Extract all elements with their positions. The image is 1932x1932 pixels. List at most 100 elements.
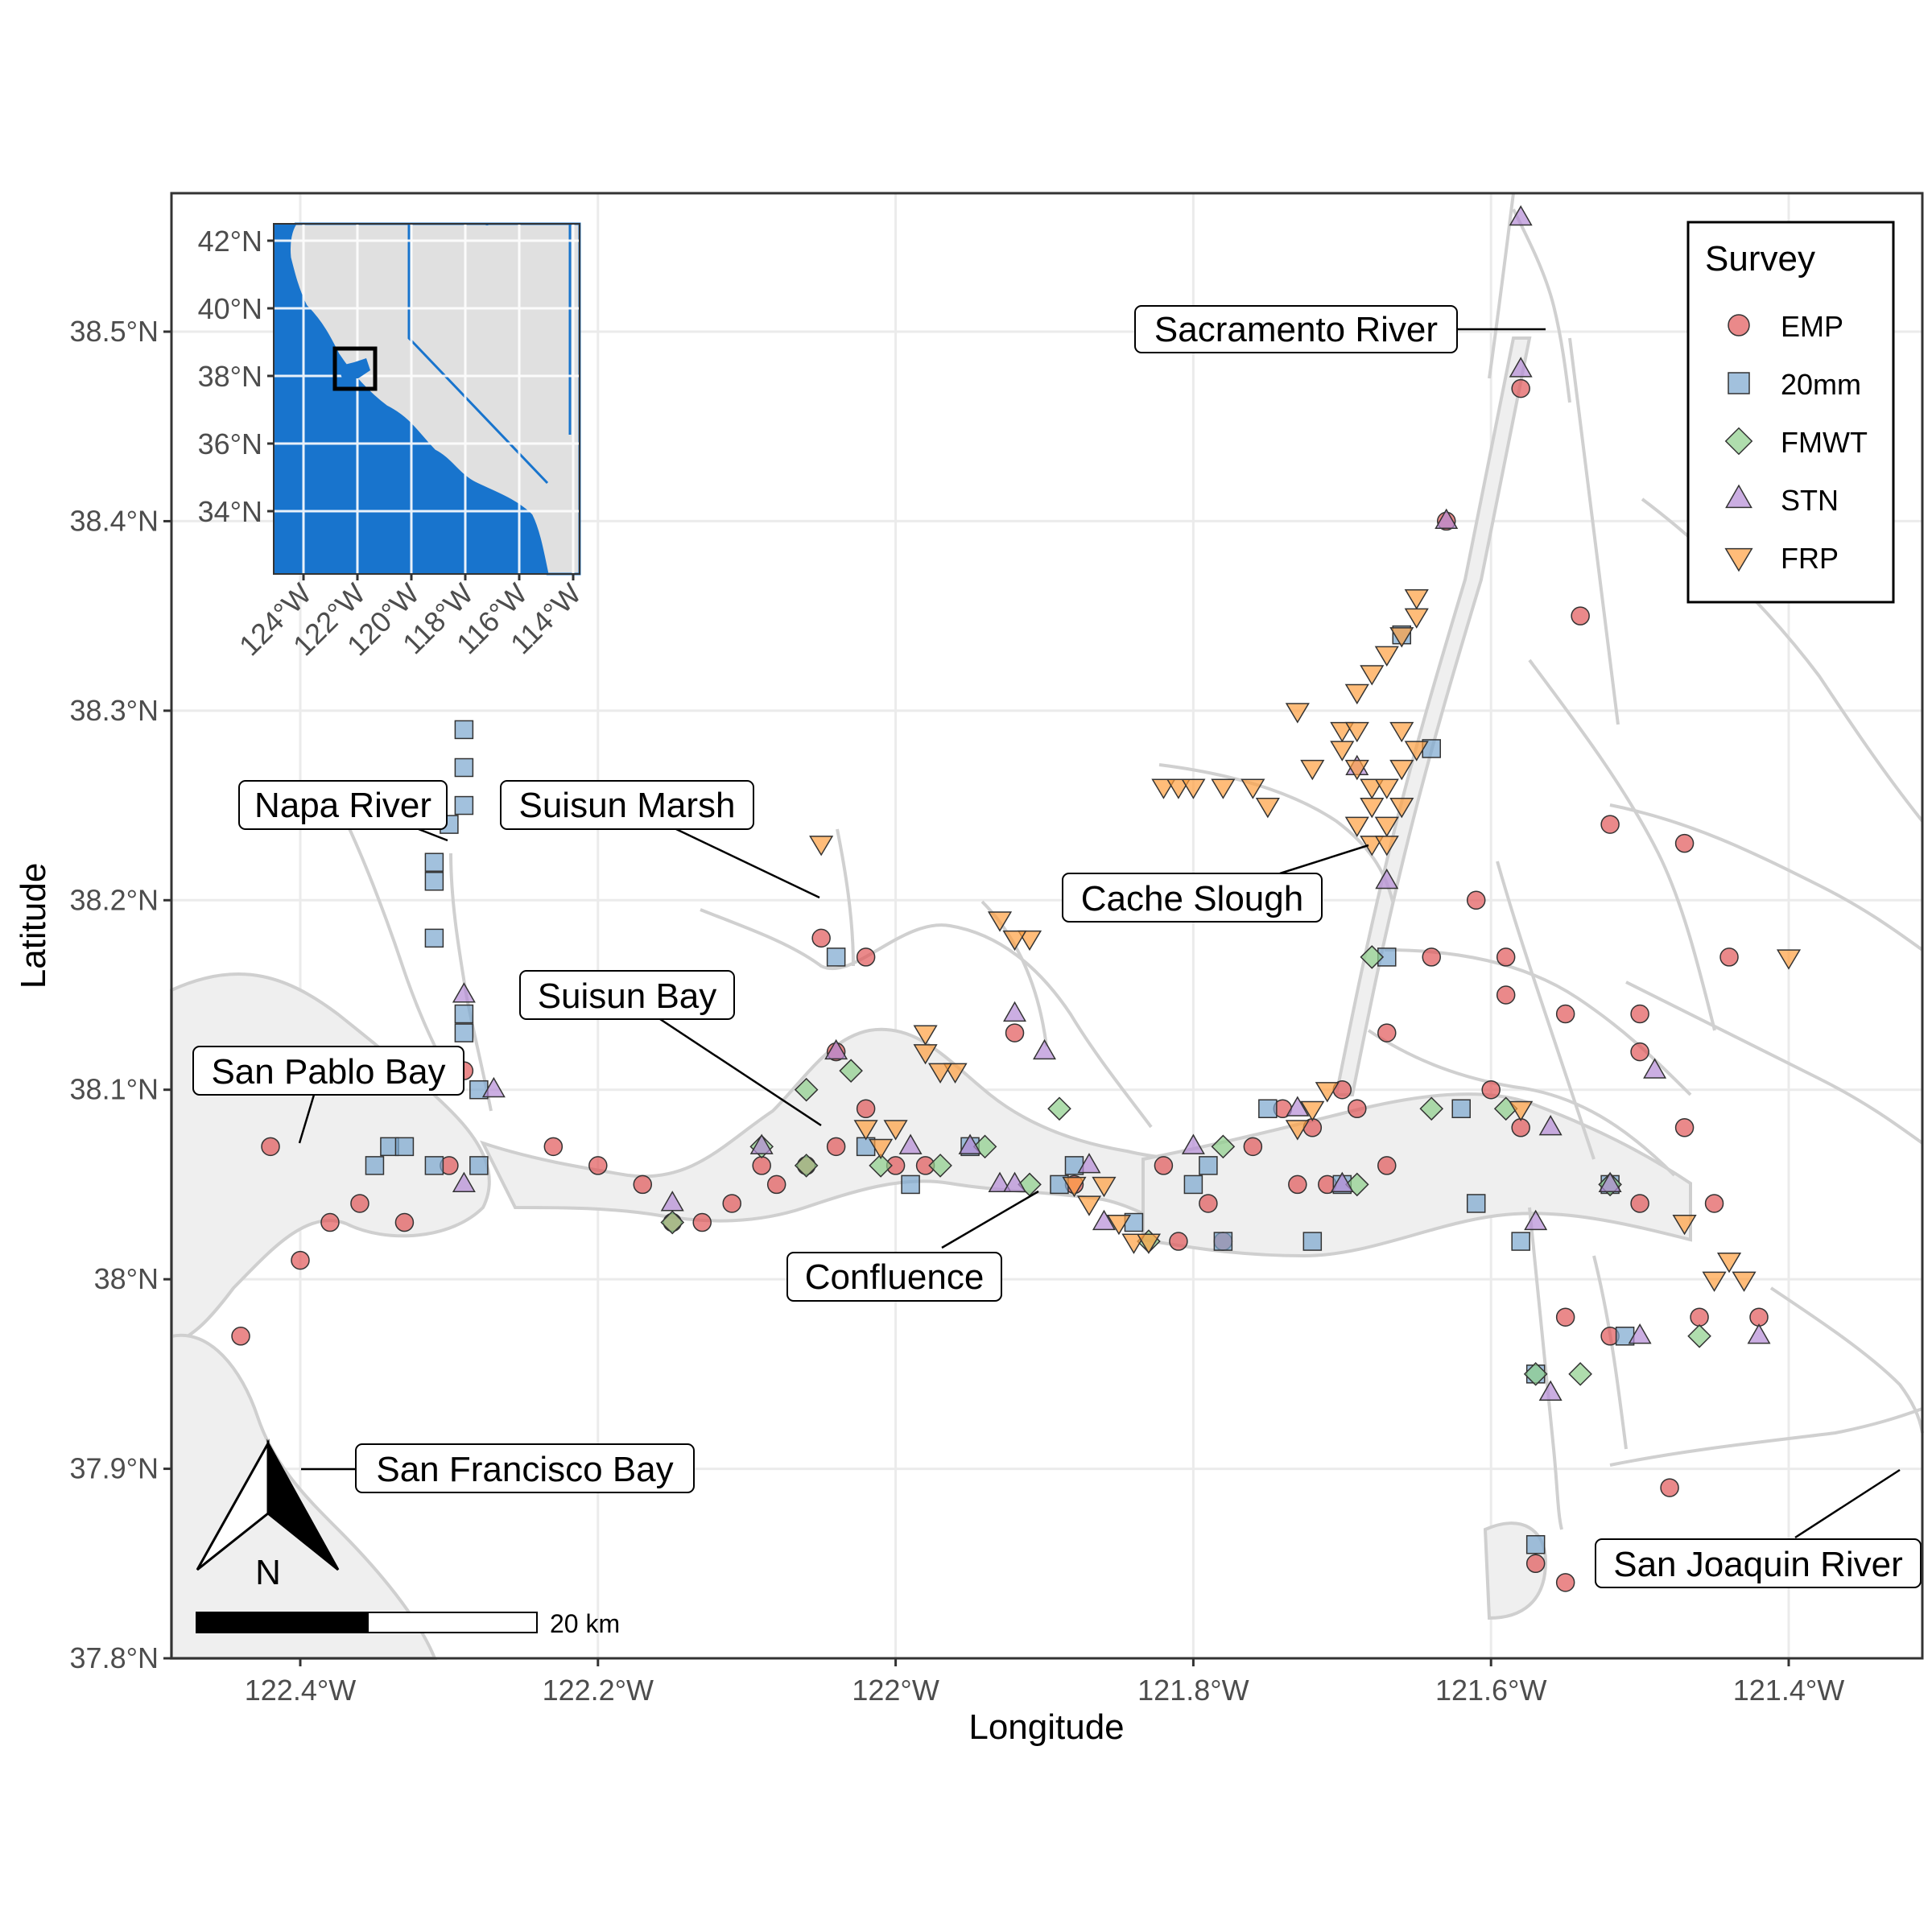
emp-point: [350, 1194, 369, 1213]
suisun-marsh-leader: [675, 828, 820, 899]
inset-y-tick-label: 38°N: [198, 360, 262, 393]
frp-point: [1076, 1195, 1102, 1216]
x-tick-label: 121.8°W: [1137, 1674, 1249, 1707]
inset-y-tick-label: 36°N: [198, 427, 262, 460]
y-tick-label: 38.5°N: [70, 315, 159, 348]
frp-point: [1211, 778, 1236, 799]
inset-y-tick-label: 34°N: [198, 495, 262, 528]
inset-map: 42°N40°N38°N36°N34°N 124°W122°W120°W118°…: [198, 222, 588, 662]
emp-point: [1496, 947, 1516, 967]
emp-point: [1555, 1573, 1575, 1592]
frp-point: [869, 1138, 894, 1160]
emp-point: [1630, 1042, 1649, 1062]
emp-point: [1511, 378, 1530, 398]
stn-point: [1747, 1323, 1771, 1344]
emp-point: [543, 1137, 564, 1157]
frp-point: [1404, 741, 1429, 762]
x-tick-label: 122.2°W: [543, 1674, 654, 1707]
frp-point: [1732, 1271, 1757, 1292]
frp-point: [1716, 1253, 1742, 1274]
emp-point: [1525, 1554, 1546, 1574]
emp-point: [1600, 815, 1620, 834]
legend-key-20mm: [1728, 372, 1750, 394]
emp-point: [1674, 1118, 1695, 1137]
y-tick-label: 38.3°N: [70, 694, 159, 727]
x-tick-label: 122°W: [852, 1674, 939, 1707]
frp-point: [1136, 1233, 1161, 1254]
suisun-bay-label: Suisun Bay: [538, 976, 717, 1016]
emp-point: [1719, 947, 1739, 967]
fmwt-point: [1047, 1096, 1071, 1121]
fmwt-point: [928, 1154, 952, 1178]
frp-point: [1106, 1214, 1132, 1236]
emp-point: [1199, 1194, 1218, 1213]
inset-y-axis: 42°N 40°N 38°N 36°N 34°N: [198, 225, 274, 528]
legend-key-stn: [1725, 484, 1752, 509]
fmwt-point: [1687, 1323, 1711, 1348]
fmwt-point: [839, 1059, 863, 1083]
suisun-bay-label-box: [519, 970, 735, 1020]
20mm-point: [1199, 1156, 1218, 1175]
20mm-point: [1183, 1174, 1203, 1195]
emp-point: [1169, 1232, 1188, 1251]
20mm-point: [1213, 1232, 1233, 1251]
place-labels: Sacramento River Napa River Suisun Marsh…: [192, 305, 1922, 1588]
frp-point: [1285, 1120, 1310, 1141]
legend-title: Survey: [1705, 239, 1815, 279]
frp-point: [1374, 836, 1399, 857]
stn-point: [1330, 1171, 1354, 1192]
cache-slough-label-box: [1062, 873, 1323, 923]
20mm-point: [424, 1156, 444, 1175]
emp-point: [1243, 1137, 1263, 1157]
emp-point: [291, 1250, 310, 1270]
legend-label-20mm: 20mm: [1781, 368, 1861, 401]
frp-point: [943, 1063, 968, 1084]
fmwt-point: [869, 1154, 893, 1178]
stn-point: [1509, 204, 1533, 226]
emp-point: [1555, 1004, 1575, 1024]
frp-point: [1166, 778, 1191, 799]
frp-point: [1360, 798, 1385, 819]
emp-point: [692, 1212, 712, 1232]
x-tick-label: 121.4°W: [1733, 1674, 1844, 1707]
frp-point: [1062, 1176, 1087, 1198]
emp-point: [1288, 1174, 1307, 1195]
y-axis: 37.8°N 37.9°N 38°N 38.1°N 38.2°N 38.3°N 38.4°N…: [70, 315, 171, 1674]
20mm-point: [469, 1156, 489, 1175]
delta-line-6: [1625, 980, 1924, 1145]
emp-point: [1348, 1099, 1367, 1119]
stn-point: [1435, 508, 1459, 529]
delta-line-1: [1384, 948, 1692, 1096]
fmwt-point: [1211, 1134, 1236, 1159]
stn-point: [1598, 1171, 1622, 1192]
frp-point: [1389, 627, 1414, 648]
frp-point: [1344, 816, 1369, 837]
legend-label-frp: FRP: [1781, 542, 1839, 575]
delta-line-11: [1512, 208, 1571, 403]
emp-point: [1555, 1307, 1575, 1327]
frp-point: [1702, 1271, 1727, 1292]
x-tick-label: 121.6°W: [1435, 1674, 1546, 1707]
frp-point: [1151, 778, 1176, 799]
confluence-leader: [941, 1190, 1039, 1249]
legend-label-fmwt: FMWT: [1781, 426, 1868, 459]
frp-point: [1404, 608, 1429, 629]
frp-point: [1344, 759, 1369, 781]
frp-point: [1285, 703, 1310, 724]
legend-key-fmwt: [1724, 427, 1753, 456]
emp-point: [394, 1212, 415, 1232]
frp-point: [1374, 778, 1399, 799]
inset-y-tick-label: 40°N: [198, 292, 262, 325]
legend-box: [1686, 221, 1895, 604]
legend-key-frp: [1724, 547, 1753, 572]
inset-delta-highlight: [338, 358, 370, 378]
frp-point: [987, 911, 1013, 932]
frp-point: [1002, 930, 1027, 952]
x-axis: 122.4°W 122.2°W 122°W 121.8°W 121.6°W 121.4°W: [245, 1658, 1844, 1707]
suisun-marsh-line: [700, 908, 1153, 1129]
20mm-point: [454, 1023, 474, 1042]
20mm-point: [1466, 1194, 1486, 1213]
stn-point: [749, 1133, 774, 1154]
emp-point: [1630, 1004, 1649, 1024]
